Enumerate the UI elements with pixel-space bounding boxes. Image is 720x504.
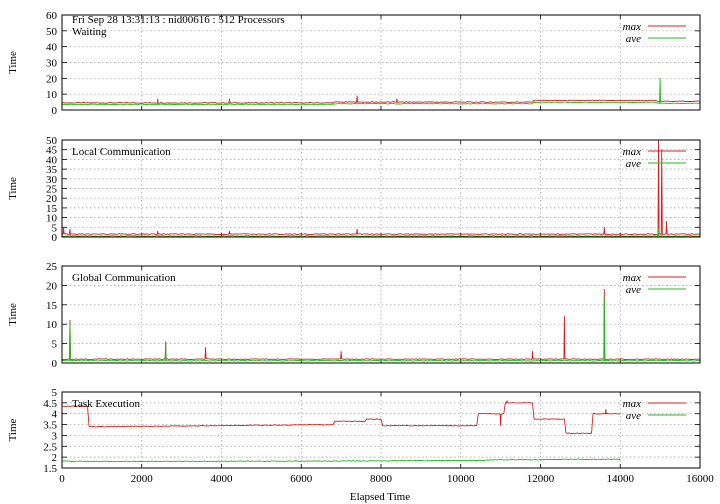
y-tick-label: 2.5 <box>43 441 57 453</box>
legend-label-max: max <box>623 398 641 410</box>
y-tick-label: 15 <box>46 203 58 215</box>
legend-label-ave: ave <box>626 33 641 45</box>
legend-label-ave: ave <box>626 158 641 170</box>
plot-frame <box>61 265 701 364</box>
panel-title: Task Execution <box>72 398 140 410</box>
panel-3: 1.522.533.544.55 0 2000 4000 6000 8000 10000 12… <box>7 387 714 485</box>
y-tick-label: 5 <box>52 387 58 399</box>
series-line-max <box>61 95 701 104</box>
y-tick-label: 0 <box>52 105 58 117</box>
legend-label-max: max <box>623 146 641 158</box>
y-tick-label: 4 <box>52 409 58 421</box>
legend-label-ave: ave <box>626 284 641 296</box>
x-tick-label: 8000 <box>370 473 393 485</box>
x-tick-label: 14000 <box>607 473 635 485</box>
y-tick-label: 5 <box>52 222 58 234</box>
y-tick-label: 45 <box>46 145 58 157</box>
y-tick-label: 50 <box>46 135 58 147</box>
page-title: Fri Sep 28 13:31:13 : nid00616 : 512 Pro… <box>72 14 285 26</box>
y-tick-label: 20 <box>46 193 58 205</box>
panel-title: Waiting <box>72 26 107 38</box>
y-axis-title: Time <box>7 51 19 74</box>
y-axis-title: Time <box>7 177 19 200</box>
y-tick-label: 25 <box>46 261 58 273</box>
panel-title: Local Communication <box>72 146 171 158</box>
x-tick-label: 12000 <box>527 473 555 485</box>
y-tick-label: 20 <box>46 73 58 85</box>
y-tick-label: 10 <box>46 213 58 225</box>
plot-frame <box>61 139 701 238</box>
y-tick-label: 30 <box>46 174 58 186</box>
legend-label-max: max <box>623 21 641 33</box>
x-tick-label: 10000 <box>447 473 475 485</box>
y-tick-label: 15 <box>46 300 58 312</box>
y-tick-label: 40 <box>46 42 58 54</box>
y-tick-label: 20 <box>46 280 58 292</box>
y-tick-label: 2 <box>52 452 58 464</box>
y-tick-label: 60 <box>46 10 58 22</box>
y-axis-title: Time <box>7 303 19 326</box>
legend-label-ave: ave <box>626 410 641 422</box>
y-tick-label: 10 <box>46 89 58 101</box>
x-tick-label: 6000 <box>290 473 313 485</box>
y-axis-title: Time <box>7 418 19 441</box>
y-tick-label: 3.5 <box>43 420 57 432</box>
series-line-max <box>62 400 621 434</box>
y-tick-label: 4.5 <box>43 398 57 410</box>
y-tick-label: 40 <box>46 154 58 166</box>
legend-label-max: max <box>623 272 641 284</box>
series-line-ave <box>61 458 621 463</box>
series-line-ave <box>61 77 701 106</box>
chart-panels: 0102030405060maxaveWaitingTime0510152025… <box>7 10 714 485</box>
x-tick-label: 0 <box>59 473 65 485</box>
y-tick-label: 30 <box>46 58 58 70</box>
x-axis-title: Elapsed Time <box>350 491 410 503</box>
y-tick-label: 0 <box>52 358 58 370</box>
series-line-max <box>62 139 701 235</box>
plot-frame <box>61 14 701 111</box>
y-tick-label: 5 <box>52 339 58 351</box>
series-line-ave <box>61 296 701 362</box>
x-tick-label: 16000 <box>686 473 714 485</box>
y-tick-label: 0 <box>52 232 58 244</box>
x-tick-label: 4000 <box>211 473 234 485</box>
x-tick-label: 2000 <box>131 473 154 485</box>
plot-frame <box>61 391 701 469</box>
y-tick-label: 1.5 <box>43 463 57 475</box>
y-tick-label: 10 <box>46 319 58 331</box>
y-tick-label: 35 <box>46 164 58 176</box>
y-tick-label: 25 <box>46 184 58 196</box>
y-tick-label: 50 <box>46 26 58 38</box>
y-tick-label: 3 <box>52 430 58 442</box>
series-line-ave <box>61 228 700 237</box>
panel-title: Global Communication <box>72 272 176 284</box>
